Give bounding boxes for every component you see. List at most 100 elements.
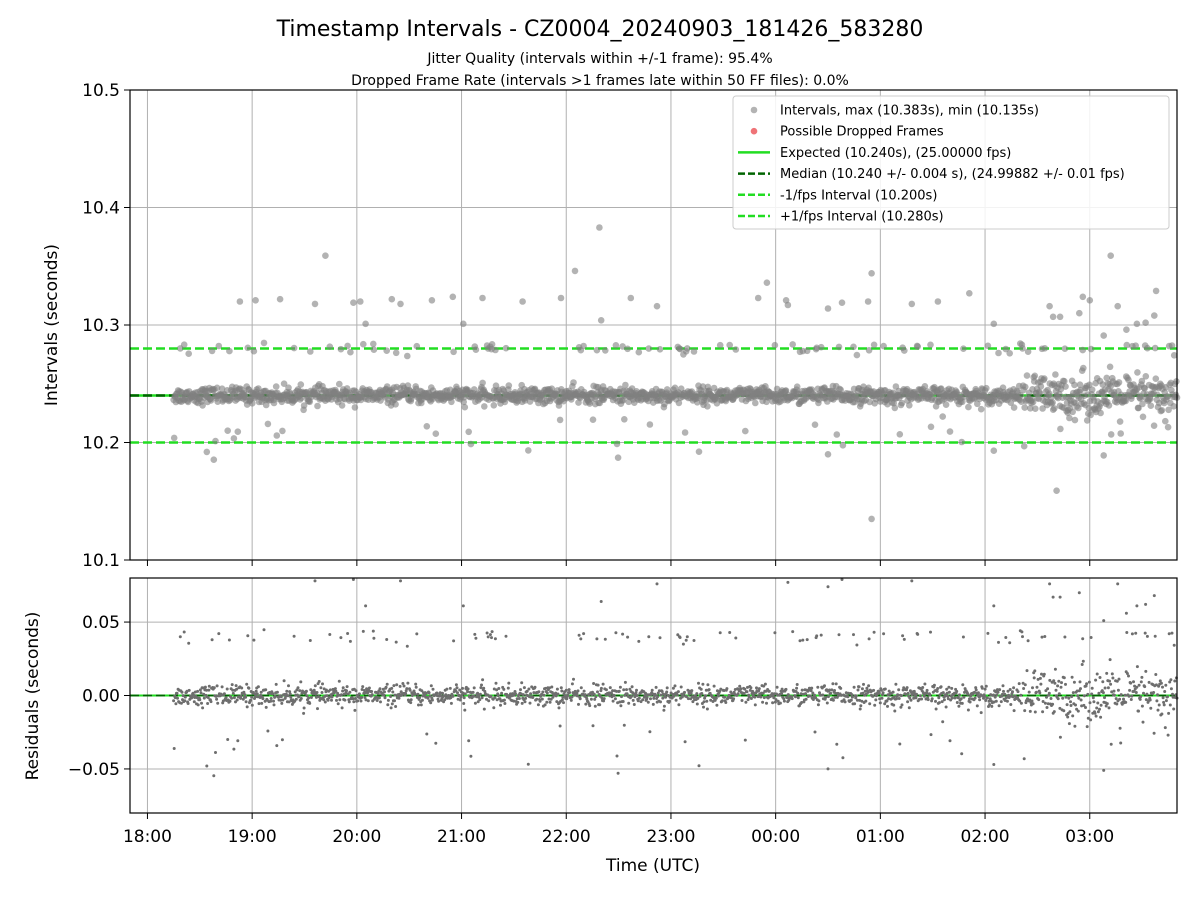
residual-point — [883, 687, 887, 691]
residual-point — [479, 686, 483, 690]
residual-point — [582, 689, 586, 693]
residual-point — [887, 697, 891, 701]
interval-point — [908, 300, 916, 308]
residual-point — [521, 693, 525, 697]
interval-point — [383, 347, 391, 355]
interval-point — [624, 345, 631, 353]
residual-point — [988, 697, 992, 701]
residual-point — [772, 692, 776, 696]
residual-point — [1101, 691, 1105, 695]
residual-point — [1135, 665, 1139, 669]
interval-point — [1165, 406, 1172, 414]
interval-point — [230, 435, 238, 442]
interval-point — [1170, 403, 1177, 410]
residual-point — [274, 682, 278, 686]
residual-point — [577, 633, 581, 637]
residual-point — [939, 685, 943, 689]
residual-point — [723, 695, 727, 699]
residual-point — [1099, 703, 1103, 707]
residual-point — [487, 699, 491, 703]
residual-point — [272, 699, 275, 703]
residual-point — [1098, 676, 1102, 679]
residual-point — [187, 641, 191, 645]
residual-point — [454, 689, 458, 693]
residual-point — [1053, 681, 1057, 685]
residual-point — [877, 691, 881, 695]
residual-point — [1115, 679, 1119, 683]
residual-point — [847, 691, 850, 695]
residual-point — [936, 687, 940, 690]
residual-point — [1031, 686, 1034, 690]
residual-point — [212, 686, 216, 690]
residual-point — [1172, 707, 1176, 711]
residual-point — [623, 680, 627, 684]
interval-point — [1164, 423, 1172, 431]
interval-point — [185, 350, 192, 358]
interval-point — [250, 347, 258, 355]
residual-point — [196, 689, 200, 693]
residual-point — [1087, 709, 1091, 713]
residual-point — [1158, 679, 1162, 683]
interval-point — [465, 428, 473, 436]
interval-point — [1144, 344, 1151, 352]
residual-point — [911, 692, 915, 696]
residual-point — [800, 688, 804, 692]
interval-point — [850, 343, 857, 351]
residual-point — [694, 695, 698, 699]
interval-point — [1152, 287, 1160, 295]
residual-point — [456, 691, 459, 695]
residual-point — [486, 635, 490, 639]
interval-point — [621, 416, 628, 423]
interval-point — [207, 397, 215, 404]
interval-point — [839, 442, 847, 449]
residual-point — [1062, 709, 1066, 713]
residual-point — [814, 696, 818, 700]
residual-point — [1040, 672, 1043, 676]
residual-point — [1023, 709, 1027, 713]
residual-point — [364, 698, 368, 702]
residual-point — [305, 694, 309, 698]
residual-point — [798, 639, 802, 643]
residual-point — [819, 633, 823, 637]
interval-point — [1154, 391, 1161, 399]
residual-point — [1102, 619, 1106, 623]
interval-point — [597, 317, 605, 324]
residual-point — [837, 633, 841, 637]
residual-point — [347, 700, 351, 704]
residual-point — [216, 701, 220, 705]
interval-point — [1151, 312, 1158, 319]
residual-point — [1116, 688, 1120, 692]
residual-point — [254, 695, 258, 699]
residual-point — [937, 696, 941, 700]
residual-point — [652, 696, 656, 700]
residual-point — [495, 688, 499, 692]
interval-point — [880, 342, 887, 350]
residual-point — [1129, 698, 1133, 701]
residual-point — [985, 696, 989, 700]
interval-point — [934, 298, 942, 305]
residual-point — [1052, 679, 1056, 683]
residual-point — [684, 638, 688, 642]
interval-point — [742, 427, 749, 435]
residual-point — [591, 724, 595, 728]
residual-point — [568, 691, 572, 694]
residual-point — [322, 698, 326, 702]
interval-point — [681, 429, 689, 436]
interval-point — [974, 400, 981, 408]
residual-point — [478, 692, 482, 696]
residual-point — [1080, 704, 1084, 708]
x-ticks: 18:00 19:00 20:00 21:00 22:00 23:00 00:00 01:00… — [123, 560, 1114, 847]
residual-point — [399, 579, 402, 583]
residual-point — [210, 638, 214, 642]
residual-point — [1023, 683, 1027, 687]
residual-point — [646, 700, 650, 704]
residual-point — [1012, 686, 1016, 690]
residual-point — [773, 631, 777, 635]
interval-point — [803, 347, 811, 355]
residual-point — [1138, 697, 1142, 701]
residual-point — [630, 685, 634, 689]
residual-point — [448, 686, 452, 690]
residual-point — [260, 701, 264, 705]
residual-point — [1119, 693, 1123, 697]
interval-point — [210, 456, 218, 464]
